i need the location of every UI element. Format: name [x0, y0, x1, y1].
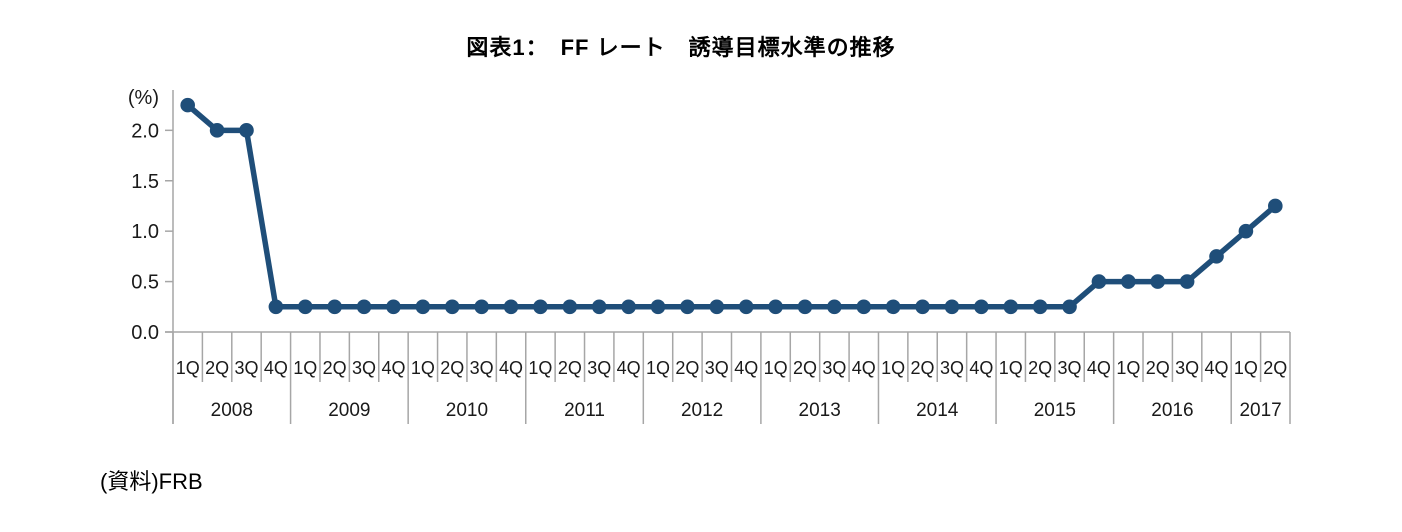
x-axis-quarter-label: 4Q: [617, 358, 641, 378]
x-axis-quarter-label: 4Q: [1205, 358, 1229, 378]
x-axis-quarter-label: 2Q: [1146, 358, 1170, 378]
data-point: [474, 299, 489, 315]
data-point: [1032, 299, 1048, 315]
data-point: [797, 299, 813, 315]
x-axis-quarter-label: 1Q: [881, 358, 905, 378]
x-axis-quarter-label: 1Q: [176, 358, 200, 378]
x-axis-quarter-label: 3Q: [587, 358, 611, 378]
x-axis-quarter-label: 1Q: [1116, 358, 1140, 378]
data-point: [738, 299, 754, 315]
x-axis-quarter-label: 2Q: [911, 358, 935, 378]
x-axis-year-label: 2016: [1151, 400, 1193, 421]
x-axis-quarter-label: 1Q: [528, 358, 552, 378]
x-axis-quarter-label: 4Q: [1087, 358, 1111, 378]
data-point: [650, 299, 666, 315]
x-axis-quarter-label: 3Q: [822, 358, 846, 378]
x-axis-quarter-label: 3Q: [705, 358, 729, 378]
x-axis-quarter-label: 2Q: [1263, 358, 1287, 378]
x-axis-year-label: 2013: [799, 400, 841, 421]
data-point: [415, 299, 431, 315]
data-point: [680, 299, 695, 315]
x-axis-year-label: 2014: [916, 400, 959, 421]
x-axis-quarter-label: 1Q: [764, 358, 788, 378]
data-point: [944, 299, 960, 315]
x-axis-quarter-label: 1Q: [999, 358, 1023, 378]
x-axis-quarter-label: 1Q: [1234, 358, 1258, 378]
data-point: [1179, 274, 1195, 289]
data-point: [915, 299, 930, 315]
x-axis-year-label: 2010: [446, 400, 488, 421]
x-axis-quarter-label: 4Q: [969, 358, 993, 378]
data-point: [856, 299, 872, 315]
data-point: [709, 299, 725, 315]
data-point: [1091, 274, 1107, 289]
data-point: [533, 299, 548, 315]
data-point: [180, 97, 195, 113]
data-point: [503, 299, 519, 315]
source-note: (資料)FRB: [100, 469, 203, 494]
data-point: [1238, 223, 1254, 239]
data-point: [1121, 274, 1136, 289]
y-axis-tick-label: 2.0: [131, 120, 159, 142]
x-axis-year-label: 2012: [681, 400, 723, 421]
data-point: [591, 299, 607, 315]
data-point: [444, 299, 460, 315]
x-axis-quarter-label: 3Q: [1058, 358, 1082, 378]
data-point: [1150, 274, 1166, 289]
x-axis-quarter-label: 3Q: [470, 358, 494, 378]
data-point: [562, 299, 578, 315]
data-point: [1003, 299, 1019, 315]
y-axis-tick-label: 0.0: [131, 322, 159, 344]
data-point: [1062, 299, 1077, 315]
data-point: [1209, 249, 1224, 264]
chart-title: 図表1： FF レート 誘導目標水準の推移: [466, 35, 896, 60]
y-axis-tick-label: 1.5: [131, 171, 159, 193]
data-point: [386, 299, 401, 315]
x-axis-year-label: 2008: [211, 400, 253, 421]
x-axis-quarter-label: 2Q: [1028, 358, 1052, 378]
x-axis-quarter-label: 4Q: [852, 358, 876, 378]
x-axis-year-label: 2009: [328, 400, 370, 421]
x-axis-quarter-label: 4Q: [264, 358, 288, 378]
data-point: [356, 299, 372, 315]
data-point: [297, 299, 313, 315]
data-point: [768, 299, 783, 315]
x-axis-quarter-label: 2Q: [440, 358, 464, 378]
data-point: [209, 123, 225, 138]
x-axis-year-label: 2015: [1034, 400, 1076, 421]
data-point: [974, 299, 989, 315]
y-axis-tick-label: 0.5: [131, 272, 159, 294]
line-series: [184, 102, 1279, 310]
x-axis-quarter-label: 2Q: [205, 358, 229, 378]
data-point: [1268, 198, 1283, 214]
data-point: [327, 299, 342, 315]
x-axis-quarter-label: 4Q: [734, 358, 758, 378]
x-axis-quarter-label: 4Q: [381, 358, 405, 378]
x-axis-quarter-label: 3Q: [234, 358, 258, 378]
data-point: [621, 299, 636, 315]
data-point: [885, 299, 901, 315]
x-axis-quarter-label: 2Q: [558, 358, 582, 378]
x-axis-quarter-label: 4Q: [499, 358, 523, 378]
x-axis-quarter-label: 2Q: [793, 358, 817, 378]
x-axis-year-label: 2011: [564, 400, 605, 421]
data-point: [268, 299, 284, 315]
data-point: [827, 299, 842, 315]
x-axis-quarter-label: 3Q: [352, 358, 376, 378]
data-point: [239, 123, 254, 138]
x-axis-quarter-label: 1Q: [293, 358, 317, 378]
x-axis-quarter-label: 3Q: [940, 358, 964, 378]
x-axis-quarter-label: 1Q: [646, 358, 670, 378]
y-axis-unit-label: (%): [128, 87, 159, 109]
x-axis-quarter-label: 2Q: [675, 358, 699, 378]
y-axis-tick-label: 1.0: [131, 221, 159, 243]
x-axis-quarter-label: 2Q: [323, 358, 347, 378]
x-axis-year-label: 2017: [1239, 400, 1281, 421]
x-axis-quarter-label: 3Q: [1175, 358, 1199, 378]
x-axis-quarter-label: 1Q: [411, 358, 435, 378]
